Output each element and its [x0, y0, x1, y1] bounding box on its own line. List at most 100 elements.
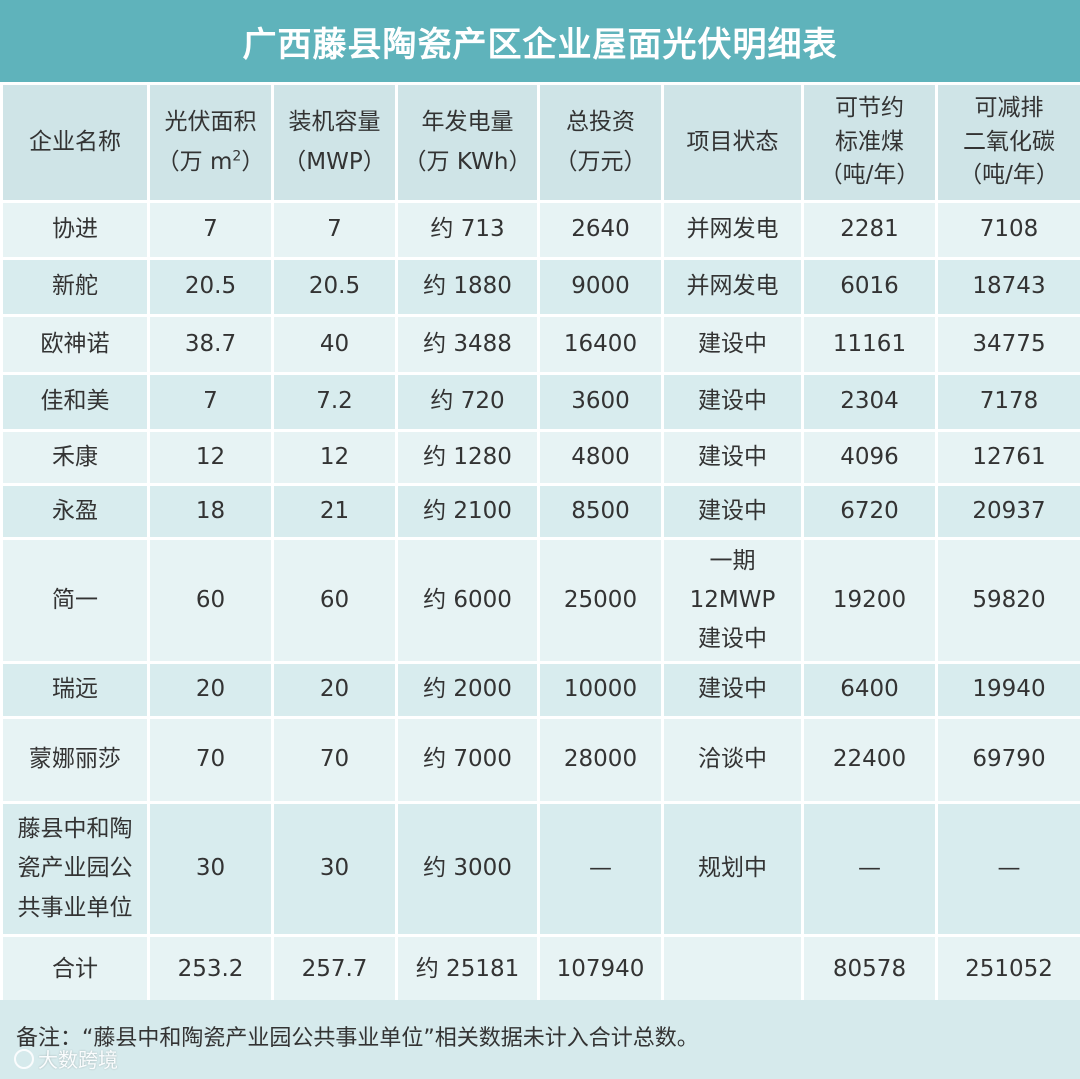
- cell-co2: 19940: [935, 661, 1080, 719]
- table-row: 永盈 18 21 约 2100 8500 建设中 6720 20937: [0, 483, 1080, 540]
- total-row: 合计 253.2 257.7 约 25181 107940 80578 2510…: [0, 934, 1080, 1006]
- table-row: 禾康 12 12 约 1280 4800 建设中 4096 12761: [0, 429, 1080, 486]
- cell-output: 约 1880: [395, 257, 540, 317]
- cell-investment: 28000: [537, 716, 664, 804]
- cell-co2: —: [935, 801, 1080, 937]
- footnote: 备注：“藤县中和陶瓷产业园公共事业单位”相关数据未计入合计总数。: [0, 1000, 1080, 1079]
- cell-area: 12: [147, 429, 274, 486]
- cell-investment: 2640: [537, 200, 664, 260]
- cell-investment: 3600: [537, 372, 664, 432]
- cell-area: 7: [147, 200, 274, 260]
- cell-co2: 12761: [935, 429, 1080, 486]
- cell-status: 建设中: [661, 372, 804, 432]
- cell-output: 约 3488: [395, 314, 540, 375]
- header-coal: 可节约 标准煤 （吨/年）: [801, 82, 938, 203]
- cell-investment: 16400: [537, 314, 664, 375]
- cell-coal: —: [801, 801, 938, 937]
- cell-company: 合计: [0, 934, 150, 1006]
- cell-output: 约 1280: [395, 429, 540, 486]
- cell-status: 并网发电: [661, 200, 804, 260]
- cell-status: 建设中: [661, 661, 804, 719]
- cell-coal: 11161: [801, 314, 938, 375]
- footnote-text: 备注：“藤县中和陶瓷产业园公共事业单位”相关数据未计入合计总数。: [16, 1026, 699, 1051]
- page-title: 广西藤县陶瓷产区企业屋面光伏明细表: [242, 24, 838, 65]
- cell-co2: 7108: [935, 200, 1080, 260]
- cell-area: 60: [147, 537, 274, 664]
- cell-coal: 6016: [801, 257, 938, 317]
- title-bar: 广西藤县陶瓷产区企业屋面光伏明细表: [0, 0, 1080, 82]
- cell-capacity: 70: [271, 716, 398, 804]
- cell-capacity: 40: [271, 314, 398, 375]
- table-row: 蒙娜丽莎 70 70 约 7000 28000 洽谈中 22400 69790: [0, 716, 1080, 804]
- cell-output: 约 713: [395, 200, 540, 260]
- cell-area: 253.2: [147, 934, 274, 1006]
- header-capacity: 装机容量 （MWP）: [271, 82, 398, 203]
- cell-investment: 4800: [537, 429, 664, 486]
- cell-company: 简一: [0, 537, 150, 664]
- cell-area: 70: [147, 716, 274, 804]
- cell-output: 约 2100: [395, 483, 540, 540]
- cell-investment: 10000: [537, 661, 664, 719]
- table-row: 新舵 20.5 20.5 约 1880 9000 并网发电 6016 18743: [0, 257, 1080, 317]
- cell-output: 约 720: [395, 372, 540, 432]
- cell-coal: 6400: [801, 661, 938, 719]
- cell-capacity: 7: [271, 200, 398, 260]
- table-row: 协进 7 7 约 713 2640 并网发电 2281 7108: [0, 200, 1080, 260]
- cell-area: 30: [147, 801, 274, 937]
- cell-company: 禾康: [0, 429, 150, 486]
- cell-output: 约 7000: [395, 716, 540, 804]
- cell-status: 规划中: [661, 801, 804, 937]
- header-co2: 可减排 二氧化碳 （吨/年）: [935, 82, 1080, 203]
- pv-detail-table: 企业名称 光伏面积 （万 m2） 装机容量 （MWP） 年发电量 （万 KWh） 总…: [0, 82, 1080, 1006]
- header-area: 光伏面积 （万 m2）: [147, 82, 274, 203]
- header-investment: 总投资 （万元）: [537, 82, 664, 203]
- cell-area: 7: [147, 372, 274, 432]
- cell-co2: 20937: [935, 483, 1080, 540]
- cell-status: 建设中: [661, 314, 804, 375]
- cell-status: [661, 934, 804, 1006]
- cell-co2: 59820: [935, 537, 1080, 664]
- cell-capacity: 21: [271, 483, 398, 540]
- cell-coal: 6720: [801, 483, 938, 540]
- cell-capacity: 12: [271, 429, 398, 486]
- cell-co2: 7178: [935, 372, 1080, 432]
- header-status: 项目状态: [661, 82, 804, 203]
- cell-coal: 4096: [801, 429, 938, 486]
- cell-investment: 107940: [537, 934, 664, 1006]
- cell-coal: 80578: [801, 934, 938, 1006]
- cell-coal: 2304: [801, 372, 938, 432]
- cell-area: 20.5: [147, 257, 274, 317]
- table-row: 简一 60 60 约 6000 25000 一期 12MWP 建设中 19200…: [0, 537, 1080, 664]
- header-company: 企业名称: [0, 82, 150, 203]
- cell-co2: 69790: [935, 716, 1080, 804]
- cell-coal: 19200: [801, 537, 938, 664]
- cell-co2: 251052: [935, 934, 1080, 1006]
- cell-coal: 22400: [801, 716, 938, 804]
- cell-capacity: 7.2: [271, 372, 398, 432]
- cell-status: 建设中: [661, 429, 804, 486]
- cell-area: 20: [147, 661, 274, 719]
- cell-capacity: 20.5: [271, 257, 398, 317]
- cell-co2: 34775: [935, 314, 1080, 375]
- cell-company: 欧神诺: [0, 314, 150, 375]
- watermark: 大数跨境: [14, 1044, 118, 1073]
- cell-company: 协进: [0, 200, 150, 260]
- cell-company: 蒙娜丽莎: [0, 716, 150, 804]
- watermark-text: 大数跨境: [38, 1048, 118, 1072]
- table-row: 藤县中和陶 瓷产业园公 共事业单位 30 30 约 3000 — 规划中 — —: [0, 801, 1080, 937]
- cell-investment: 25000: [537, 537, 664, 664]
- cell-capacity: 30: [271, 801, 398, 937]
- cell-capacity: 60: [271, 537, 398, 664]
- table-row: 瑞远 20 20 约 2000 10000 建设中 6400 19940: [0, 661, 1080, 719]
- cell-area: 38.7: [147, 314, 274, 375]
- table-row: 欧神诺 38.7 40 约 3488 16400 建设中 11161 34775: [0, 314, 1080, 375]
- cell-co2: 18743: [935, 257, 1080, 317]
- header-output: 年发电量 （万 KWh）: [395, 82, 540, 203]
- cell-status: 并网发电: [661, 257, 804, 317]
- cell-status: 建设中: [661, 483, 804, 540]
- header-row: 企业名称 光伏面积 （万 m2） 装机容量 （MWP） 年发电量 （万 KWh） 总…: [0, 82, 1080, 203]
- cell-output: 约 25181: [395, 934, 540, 1006]
- cell-company: 藤县中和陶 瓷产业园公 共事业单位: [0, 801, 150, 937]
- cell-investment: 9000: [537, 257, 664, 317]
- cell-investment: 8500: [537, 483, 664, 540]
